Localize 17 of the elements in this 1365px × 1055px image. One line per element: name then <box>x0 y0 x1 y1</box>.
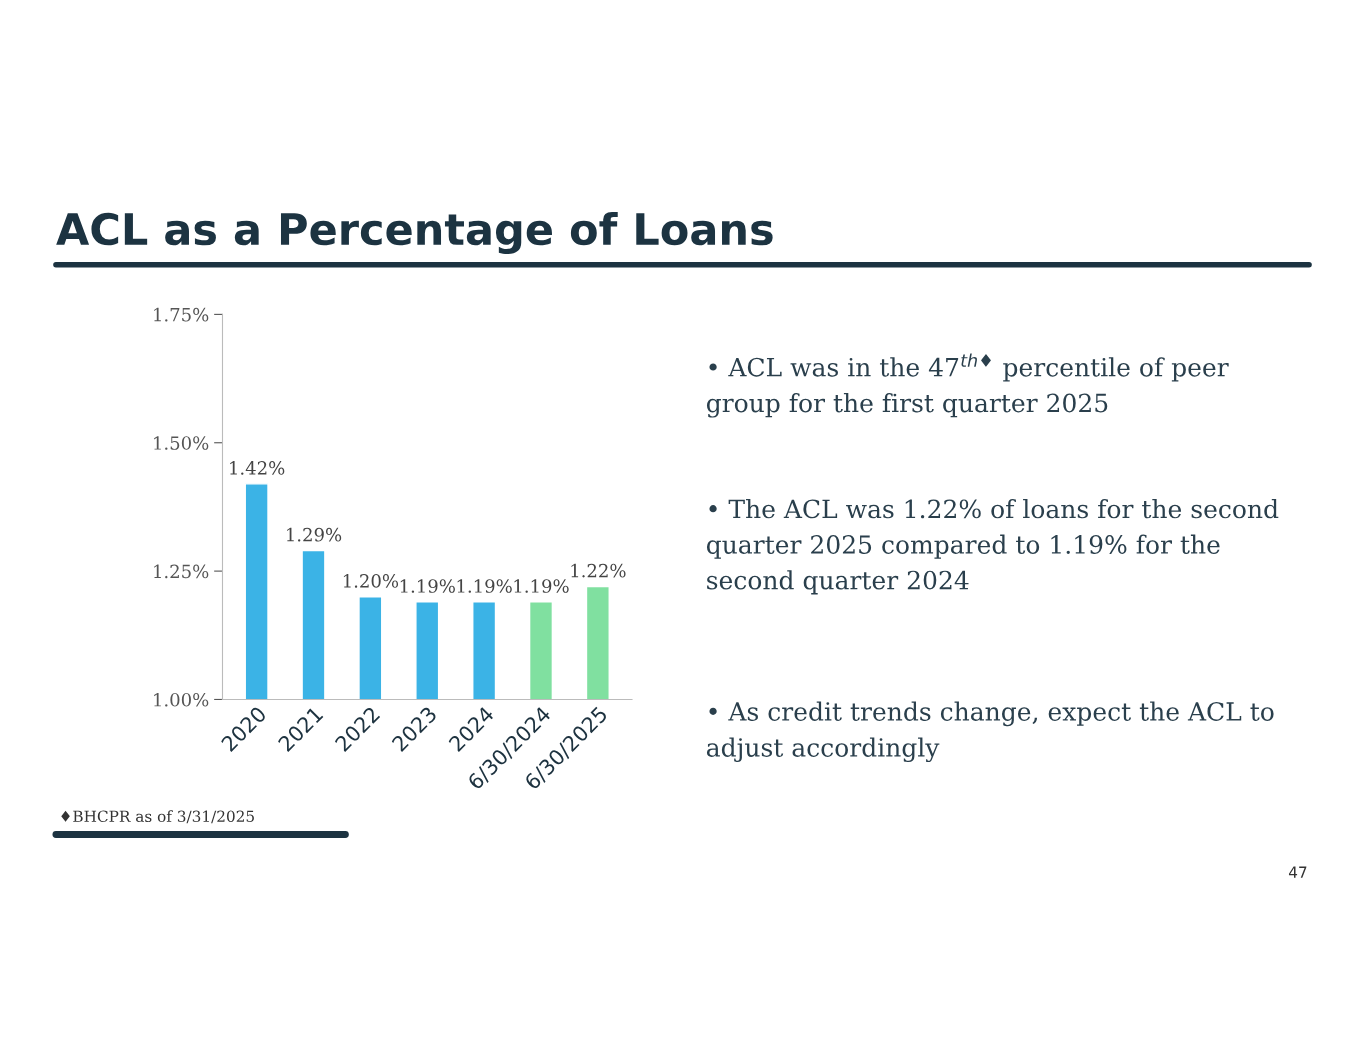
text: ♦BHCPR as of 3/31/2025 <box>61 810 254 824</box>
y-tick-label: 1.00% <box>154 692 209 707</box>
text: • As credit trends change, expect the ACL to adjust accordingly <box>706 701 1274 763</box>
data-label: 1.29% <box>287 527 342 542</box>
data-label: 1.19% <box>400 579 455 593</box>
data-label: 1.20% <box>343 574 399 588</box>
data-label: 1.19% <box>457 579 512 593</box>
y-tick-label: 1.25% <box>154 564 209 579</box>
data-label: 1.42% <box>230 461 285 475</box>
text: 47 <box>1288 866 1307 878</box>
chart-title: ACL as a Percentage of Loans <box>56 212 773 255</box>
data-label: 1.19% <box>514 579 569 593</box>
text: • ACL was in the 47$^{th♦}$ percentile of peer group for the first quarter 2025 <box>706 353 1229 418</box>
y-tick-label: 1.50% <box>154 436 209 450</box>
y-tick-label: 1.75% <box>154 307 209 322</box>
data-label: 1.22% <box>571 563 626 578</box>
text: • The ACL was 1.22% of loans for the second quarter 2025 compared to 1.19% for the second quarter 2024 <box>706 499 1279 595</box>
